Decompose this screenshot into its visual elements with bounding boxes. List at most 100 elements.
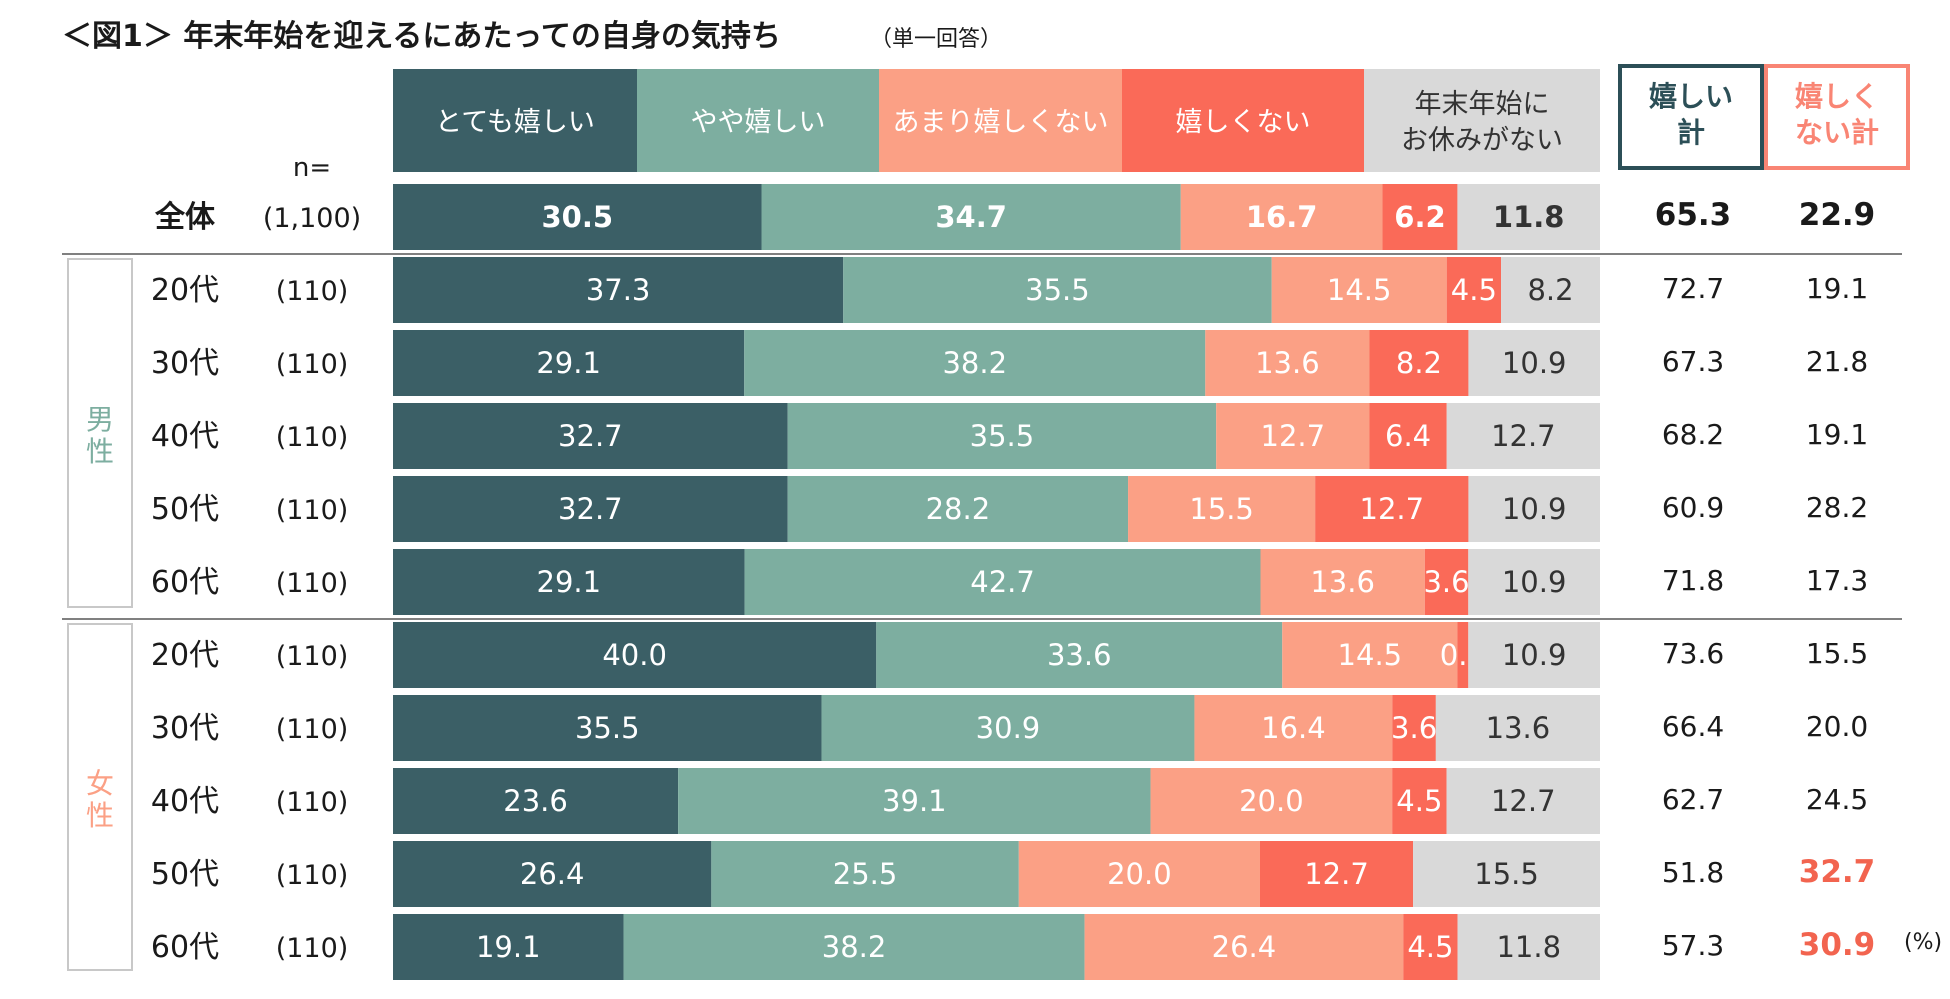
legend-label: 嬉しくない (1176, 107, 1311, 138)
row-n: (110) (276, 276, 349, 307)
bar-segment (1457, 914, 1600, 980)
bar-value-label: 8.2 (1396, 346, 1442, 380)
bar-value-label: 12.7 (1491, 784, 1556, 818)
bar-value-label: 14.5 (1338, 638, 1403, 672)
bar-segment (1424, 549, 1469, 615)
table-row: 20代 (110) 37.3 35.5 14.5 4.5 8.2 72.7 19.1 (151, 257, 1868, 323)
bar-value-label: 30.9 (976, 711, 1041, 745)
table-row: 50代 (110) 26.4 25.5 20.0 12.7 15.5 51.8 32.7 (151, 841, 1875, 907)
bar-segment (1457, 622, 1469, 688)
bar-segment (761, 184, 1181, 250)
bar-value-label: 28.2 (926, 492, 991, 526)
group-label: 性 (86, 799, 114, 832)
bar-value-label: 10.9 (1502, 492, 1567, 526)
bar-segment (787, 403, 1217, 469)
bar-value-label: 35.5 (575, 711, 640, 745)
bar-segment (393, 549, 745, 615)
bar-value-label: 20.0 (1107, 857, 1172, 891)
sum-positive: 68.2 (1662, 418, 1724, 451)
table-row: 30代 (110) 35.5 30.9 16.4 3.6 13.6 66.4 20.0 (151, 695, 1868, 761)
bar-segment (1194, 695, 1393, 761)
bar-segment (711, 841, 1019, 907)
bar-segment (393, 768, 679, 834)
bar-value-label: 10.9 (1502, 346, 1567, 380)
chart-subtitle: （単一回答） (870, 27, 1002, 52)
summary-header-label: 計 (1677, 116, 1705, 149)
bar-value-label: 35.5 (1025, 273, 1090, 307)
bar-segment (1446, 403, 1600, 469)
bar-value-label: 37.3 (586, 273, 651, 307)
bar-value-label: 15.5 (1189, 492, 1254, 526)
bar-segment (1128, 476, 1316, 542)
bar-segment (1413, 841, 1600, 907)
bar-value-label: 4.5 (1396, 784, 1442, 818)
bar-segment (623, 914, 1085, 980)
bar-value-label: 16.7 (1246, 200, 1318, 234)
bar-segment (1084, 914, 1404, 980)
sum-positive: 51.8 (1662, 856, 1724, 889)
bar-value-label: 26.4 (1212, 930, 1277, 964)
bar-segment (1180, 184, 1383, 250)
bar-value-label: 38.2 (942, 346, 1007, 380)
summary-header-box (1618, 64, 1764, 170)
bar-segment (1216, 403, 1370, 469)
sum-negative: 30.9 (1799, 927, 1876, 963)
bar-segment (1205, 330, 1370, 396)
bar-segment (821, 695, 1195, 761)
row-label: 40代 (151, 419, 219, 454)
bar-segment (1018, 841, 1260, 907)
row-label: 20代 (151, 273, 219, 308)
legend-label: お休みがない (1401, 125, 1563, 156)
sum-negative: 21.8 (1806, 345, 1868, 378)
row-n: (110) (276, 787, 349, 818)
bar-value-label: 10.9 (1502, 565, 1567, 599)
bar-value-label: 6.2 (1394, 200, 1445, 234)
row-n: (110) (276, 933, 349, 964)
bar-value-label: 38.2 (822, 930, 887, 964)
row-n: (110) (276, 860, 349, 891)
sum-positive: 72.7 (1662, 272, 1724, 305)
bar-segment (393, 914, 624, 980)
legend-swatch (637, 69, 879, 172)
bar-value-label: 11.8 (1493, 200, 1565, 234)
bar-value-label: 16.4 (1261, 711, 1326, 745)
bar-segment (393, 330, 745, 396)
sum-negative: 28.2 (1806, 491, 1868, 524)
bar-value-label: 12.7 (1491, 419, 1556, 453)
sum-positive: 65.3 (1655, 197, 1732, 233)
bar-value-label: 14.5 (1327, 273, 1392, 307)
sum-negative: 19.1 (1806, 418, 1868, 451)
row-label: 60代 (151, 930, 219, 965)
bar-value-label: 6.4 (1385, 419, 1431, 453)
bar-segment (1382, 184, 1458, 250)
sum-negative: 22.9 (1799, 197, 1876, 233)
bar-segment (787, 476, 1129, 542)
row-n: (110) (276, 349, 349, 380)
bar-value-label: 29.1 (536, 346, 601, 380)
row-label: 50代 (151, 857, 219, 892)
row-n: (110) (276, 568, 349, 599)
bar-segment (744, 549, 1261, 615)
bar-value-label: 12.7 (1360, 492, 1425, 526)
row-label: 全体 (154, 200, 216, 235)
row-label: 20代 (151, 638, 219, 673)
sum-positive: 57.3 (1662, 929, 1724, 962)
sum-positive: 60.9 (1662, 491, 1724, 524)
legend-swatch (1364, 69, 1600, 172)
bar-segment (1150, 768, 1393, 834)
row-label: 40代 (151, 784, 219, 819)
bar-value-label: 23.6 (503, 784, 568, 818)
bar-value-label: 19.1 (476, 930, 541, 964)
legend-swatch (393, 69, 637, 172)
chart-title: ＜図1＞ 年末年始を迎えるにあたっての自身の気持ち (62, 19, 781, 54)
sum-positive: 66.4 (1662, 710, 1724, 743)
summary-header-label: 嬉しく (1795, 80, 1879, 113)
bar-segment (393, 257, 844, 323)
bar-value-label: 34.7 (935, 200, 1007, 234)
row-n: (110) (276, 422, 349, 453)
bar-segment (1392, 695, 1436, 761)
sum-positive: 73.6 (1662, 637, 1724, 670)
bar-segment (1468, 330, 1600, 396)
bar-value-label: 12.7 (1261, 419, 1326, 453)
